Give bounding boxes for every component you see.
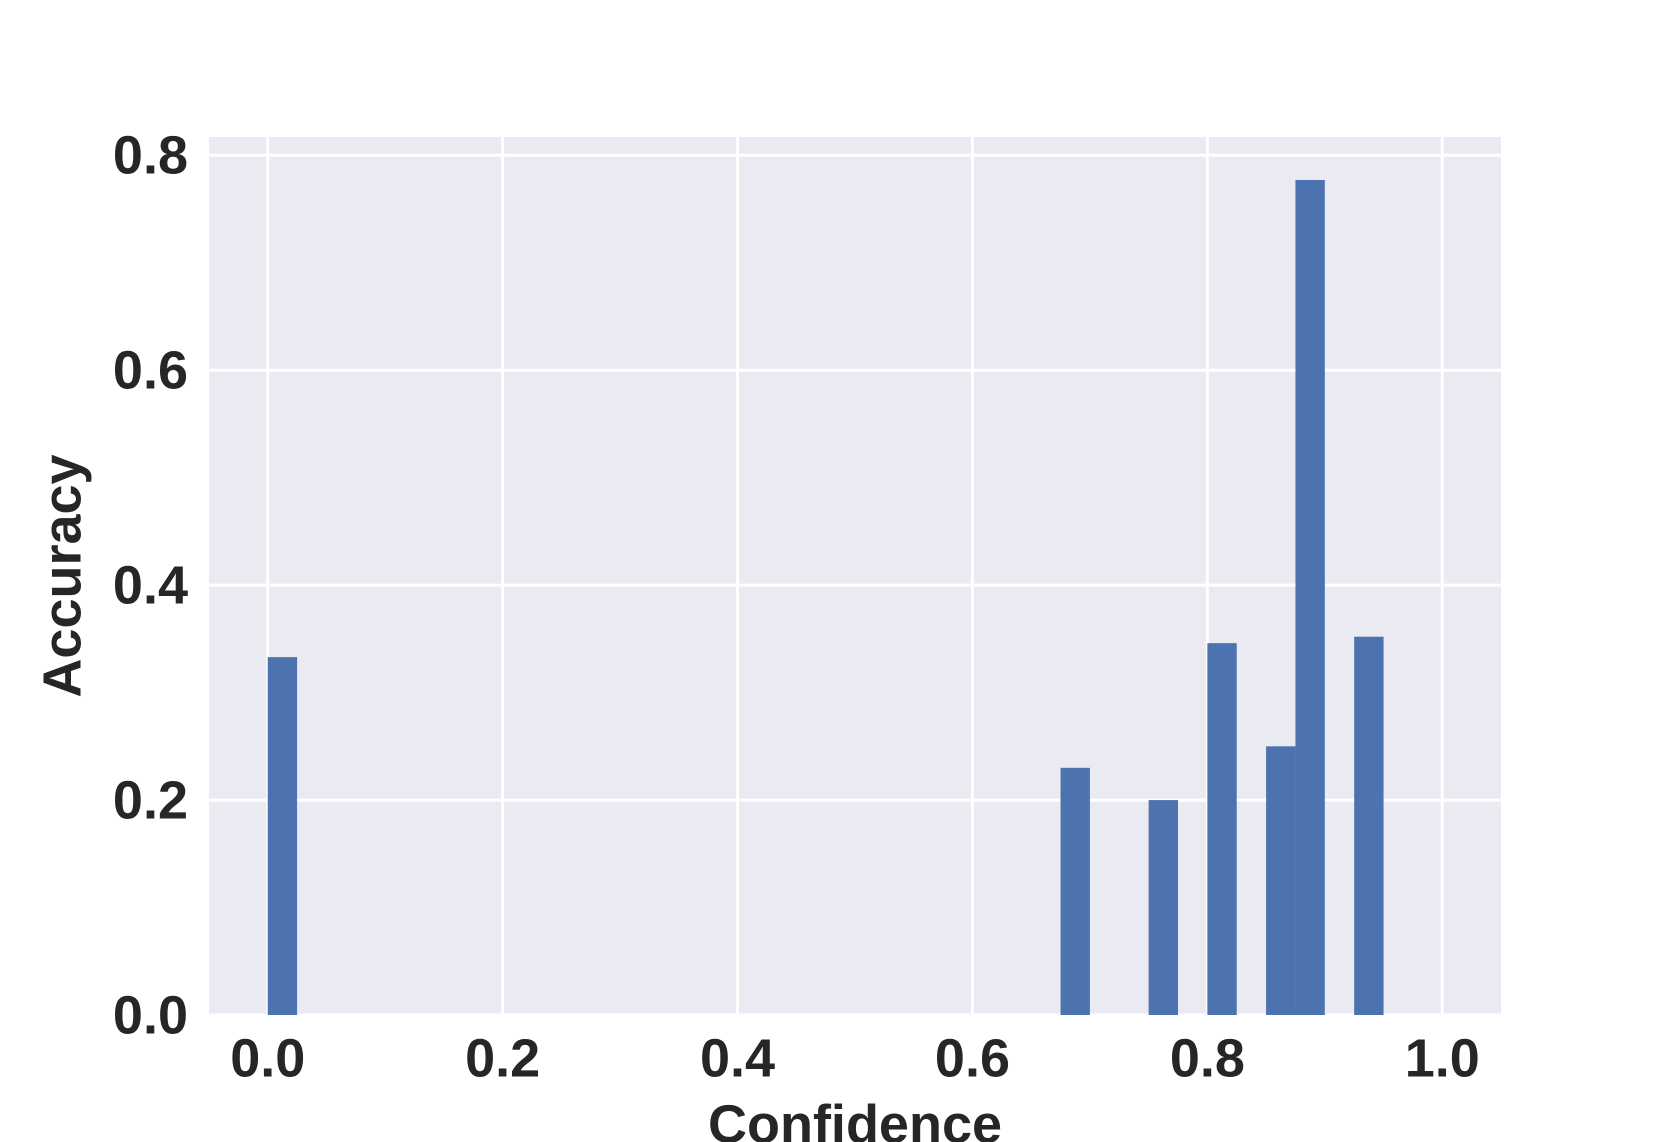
x-axis-label: Confidence [708,1094,1002,1142]
bar [1207,643,1237,1015]
bars [267,179,1384,1015]
grid [209,137,1501,1017]
bar [1148,800,1178,1015]
y-tick-label: 0.0 [113,985,188,1045]
y-tick-label: 0.4 [113,555,188,615]
bar [1266,746,1296,1015]
y-tick-label: 0.2 [113,770,188,830]
x-tick-label: 0.6 [935,1028,1010,1088]
bar [1354,636,1384,1015]
bar [1060,767,1090,1015]
x-tick-label: 0.2 [465,1028,540,1088]
bar [1295,179,1325,1015]
x-tick-label: 0.8 [1170,1028,1245,1088]
x-tick-label: 1.0 [1405,1028,1480,1088]
y-axis-label: Accuracy [32,454,92,697]
x-tick-label: 0.0 [230,1028,305,1088]
y-tick-label: 0.8 [113,126,188,186]
y-tick-label: 0.6 [113,340,188,400]
x-tick-label: 0.4 [700,1028,775,1088]
bar [267,657,298,1015]
